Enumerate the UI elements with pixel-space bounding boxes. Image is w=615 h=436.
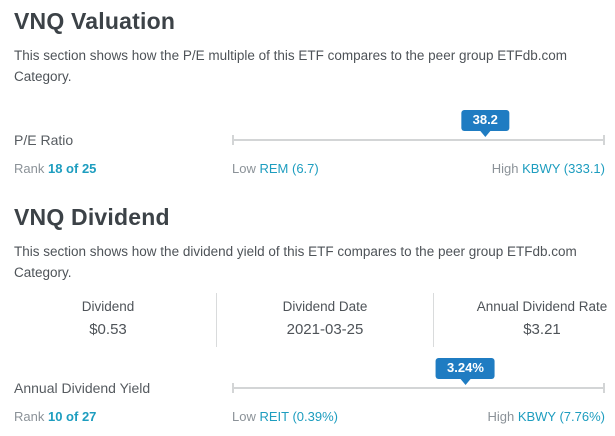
- etf-profile-page: VNQ Valuation This section shows how the…: [14, 8, 607, 424]
- pe-ratio-rank: Rank 18 of 25: [14, 161, 232, 176]
- high-label: High: [487, 409, 515, 424]
- pe-ratio-marker: 38.2: [461, 110, 509, 137]
- annual-dividend-yield-slider: 3.24%: [232, 351, 605, 397]
- slider-right-cap: [603, 135, 605, 145]
- valuation-section-title: VNQ Valuation: [14, 8, 176, 34]
- rank-label: Rank: [14, 409, 45, 424]
- rank-label: Rank: [14, 161, 45, 176]
- low-entry: Low REIT (0.39%): [232, 409, 338, 424]
- annual-dividend-yield-meta-row: Rank 10 of 27 Low REIT (0.39%) High KBWY…: [14, 409, 605, 424]
- low-label: Low: [232, 161, 256, 176]
- high-ticker-link[interactable]: KBWY (333.1): [522, 161, 605, 176]
- slider-left-cap: [232, 383, 234, 393]
- dividend-header: Dividend: [81, 299, 135, 314]
- rank-value: 18 of 25: [47, 161, 97, 176]
- dividend-date-value: 2021-03-25: [286, 321, 364, 338]
- slider-track: [232, 387, 605, 389]
- dividend-table-col: Dividend Date 2021-03-25: [216, 293, 433, 347]
- pe-ratio-range: Low REM (6.7) High KBWY (333.1): [232, 161, 605, 176]
- annual-dividend-yield-range: Low REIT (0.39%) High KBWY (7.76%): [232, 409, 605, 424]
- dividend-table: Dividend $0.53 Dividend Date 2021-03-25 …: [0, 293, 615, 347]
- dividend-section-description: This section shows how the dividend yiel…: [14, 244, 577, 280]
- valuation-section-description: This section shows how the P/E multiple …: [14, 48, 567, 84]
- annual-dividend-yield-value-badge: 3.24%: [436, 358, 495, 379]
- low-label: Low: [232, 409, 256, 424]
- annual-dividend-rate-value: $3.21: [523, 321, 561, 338]
- pe-ratio-slider: 38.2: [232, 103, 605, 149]
- slider-track: [232, 139, 605, 141]
- dividend-value: $0.53: [89, 321, 127, 338]
- dividend-table-col: Dividend $0.53: [0, 293, 216, 347]
- pe-ratio-label: P/E Ratio: [14, 132, 74, 148]
- dividend-date-header: Dividend Date: [282, 299, 368, 314]
- high-label: High: [491, 161, 519, 176]
- annual-dividend-yield-marker: 3.24%: [436, 358, 495, 385]
- pe-ratio-meta-row: Rank 18 of 25 Low REM (6.7) High KBWY (3…: [14, 161, 605, 176]
- pe-ratio-value-badge: 38.2: [461, 110, 509, 131]
- dividend-section: VNQ Dividend This section shows how the …: [14, 204, 607, 424]
- high-entry: High KBWY (333.1): [492, 161, 605, 176]
- slider-left-cap: [232, 135, 234, 145]
- slider-right-cap: [603, 383, 605, 393]
- annual-dividend-rate-header: Annual Dividend Rate: [476, 299, 608, 314]
- valuation-section: VNQ Valuation This section shows how the…: [14, 8, 605, 176]
- annual-dividend-yield-row: Annual Dividend Yield 3.24%: [14, 351, 605, 397]
- rank-value: 10 of 27: [47, 409, 97, 424]
- low-ticker-link[interactable]: REM (6.7): [259, 161, 319, 176]
- dividend-table-col: Annual Dividend Rate $3.21: [433, 293, 615, 347]
- low-entry: Low REM (6.7): [232, 161, 319, 176]
- badge-pointer-icon: [460, 379, 471, 385]
- pe-ratio-row: P/E Ratio 38.2: [14, 103, 605, 149]
- annual-dividend-yield-label: Annual Dividend Yield: [14, 380, 151, 396]
- high-ticker-link[interactable]: KBWY (7.76%): [517, 409, 605, 424]
- dividend-section-title: VNQ Dividend: [14, 204, 170, 230]
- badge-pointer-icon: [480, 131, 491, 137]
- annual-dividend-yield-rank: Rank 10 of 27: [14, 409, 232, 424]
- high-entry: High KBWY (7.76%): [487, 409, 605, 424]
- low-ticker-link[interactable]: REIT (0.39%): [259, 409, 338, 424]
